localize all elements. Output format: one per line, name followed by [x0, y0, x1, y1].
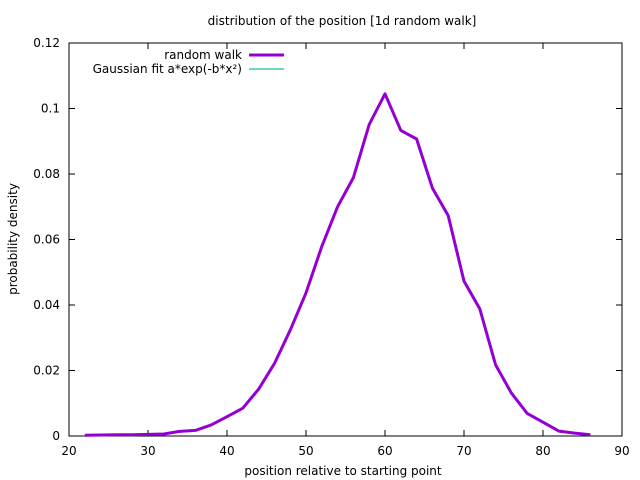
y-tick-label: 0.06 — [33, 233, 60, 247]
plot-border — [68, 42, 623, 437]
y-tick-label: 0.04 — [33, 298, 60, 312]
x-tick-label: 20 — [61, 444, 76, 458]
y-tick-label: 0 — [52, 429, 60, 443]
x-tick-label: 60 — [377, 444, 392, 458]
chart-title: distribution of the position [1d random … — [208, 14, 477, 28]
series-line — [84, 92, 591, 437]
x-axis-label: position relative to starting point — [244, 464, 442, 478]
x-tick-label: 50 — [298, 444, 313, 458]
x-tick-label: 90 — [614, 444, 629, 458]
x-tick-label: 30 — [140, 444, 155, 458]
y-tick-label: 0.1 — [41, 102, 60, 116]
x-tick-label: 80 — [535, 444, 550, 458]
y-tick-label: 0.08 — [33, 167, 60, 181]
series-layer — [84, 92, 591, 437]
legend-label: Gaussian fit a*exp(-b*x²) — [93, 62, 242, 76]
x-tick-label: 70 — [456, 444, 471, 458]
legend-label: random walk — [164, 48, 242, 62]
y-tick-label: 0.02 — [33, 364, 60, 378]
y-tick-label: 0.12 — [33, 36, 60, 50]
y-axis: 0 0.02 0.04 0.06 0.08 0.1 0.12 — [33, 36, 622, 443]
y-axis-label: probability density — [6, 183, 20, 295]
plot-frame — [68, 42, 623, 437]
x-axis: 20 30 40 50 60 70 80 90 — [61, 43, 630, 458]
x-tick-label: 40 — [219, 444, 234, 458]
